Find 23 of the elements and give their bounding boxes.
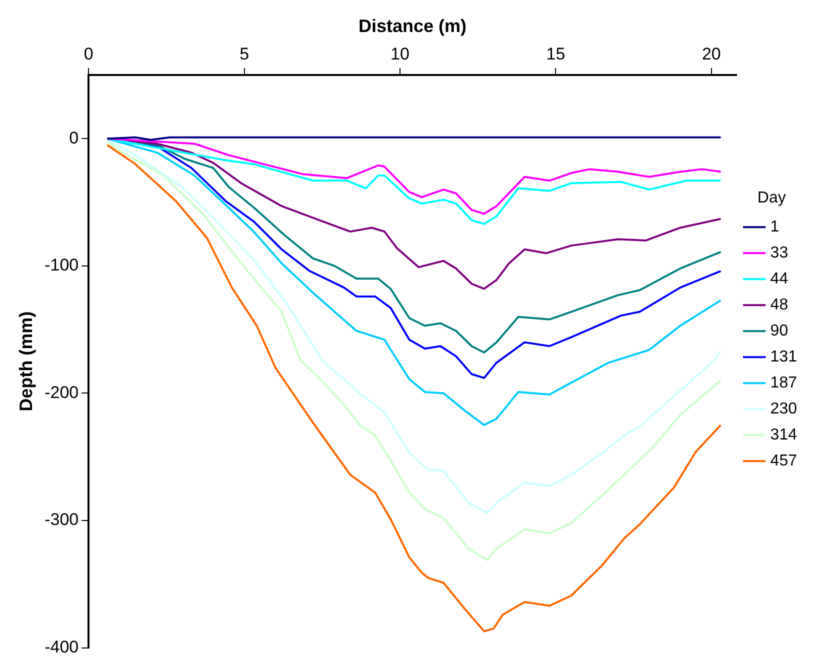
x-tick-label: 10 [390, 44, 410, 64]
legend-label: 131 [770, 348, 798, 366]
x-tick-label: 20 [702, 44, 721, 64]
legend-label: 230 [770, 400, 798, 418]
y-tick-label: -400 [44, 637, 79, 656]
y-axis-title: Depth (mm) [16, 311, 36, 412]
x-tick-label: 5 [240, 44, 250, 64]
y-tick-label: 0 [69, 128, 79, 148]
legend-label: 48 [770, 296, 788, 314]
y-tick-label: -200 [44, 382, 79, 402]
legend-label: 44 [770, 270, 788, 288]
legend-label: 187 [770, 374, 798, 392]
x-tick-label: 0 [84, 44, 94, 64]
x-axis-title: Distance (m) [358, 16, 466, 36]
legend-label: 314 [770, 426, 798, 444]
legend-label: 1 [770, 218, 780, 236]
x-tick-label: 15 [546, 44, 566, 64]
legend-label: 33 [770, 244, 788, 262]
legend-label: 457 [770, 452, 798, 470]
legend-label: 90 [770, 322, 788, 340]
legend-title: Day [757, 189, 786, 206]
y-tick-label: -100 [44, 256, 79, 275]
y-tick-label: -300 [44, 510, 79, 530]
